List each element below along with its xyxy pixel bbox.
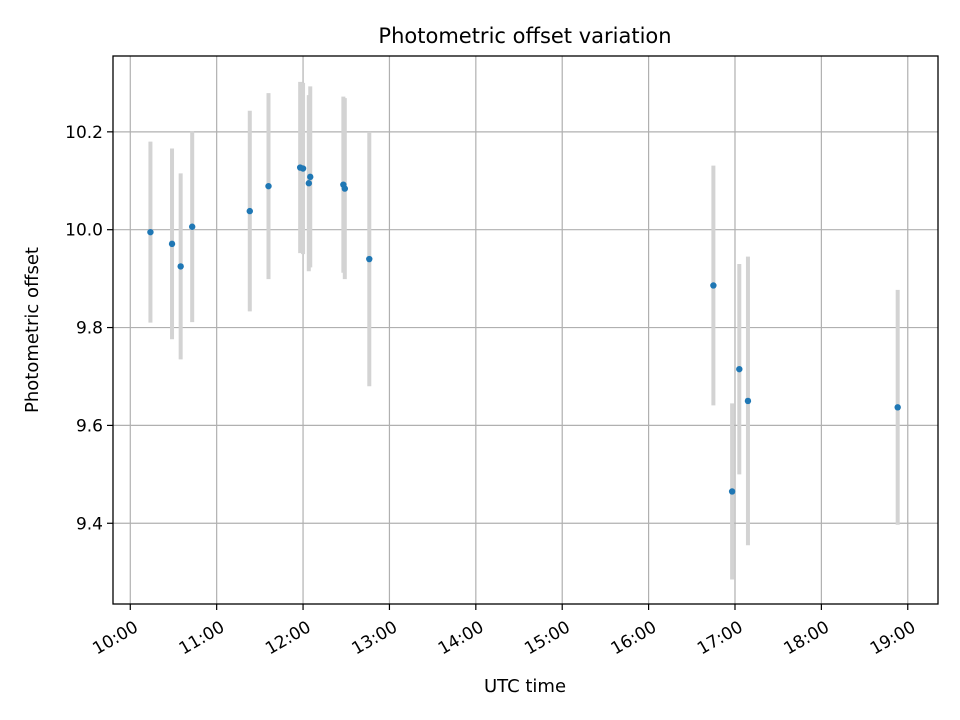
data-points: [147, 164, 901, 495]
data-point: [168, 240, 176, 248]
plot-area-frame: [112, 55, 939, 605]
data-point: [246, 207, 253, 215]
data-point: [341, 185, 349, 192]
data-point: [147, 228, 154, 236]
y-tick-label: 9.4: [76, 514, 103, 534]
y-tick-label: 9.8: [76, 319, 103, 339]
data-point: [736, 365, 743, 373]
data-point: [366, 255, 373, 263]
data-point: [305, 180, 313, 187]
data-point: [744, 397, 752, 405]
data-point: [188, 223, 196, 230]
data-point: [307, 173, 314, 181]
grid: [113, 56, 938, 604]
data-point: [710, 282, 717, 289]
data-point: [728, 488, 736, 495]
data-point: [894, 404, 901, 411]
data-point: [265, 182, 272, 190]
chart-title: Photometric offset variation: [378, 24, 671, 48]
y-axis-label: Photometric offset: [22, 247, 43, 413]
y-tick-label: 10.2: [65, 123, 103, 143]
x-axis-label: UTC time: [484, 676, 566, 697]
data-point: [299, 165, 307, 172]
y-tick-label: 10.0: [65, 221, 103, 241]
data-point: [177, 263, 184, 270]
y-tick-label: 9.6: [76, 416, 103, 436]
